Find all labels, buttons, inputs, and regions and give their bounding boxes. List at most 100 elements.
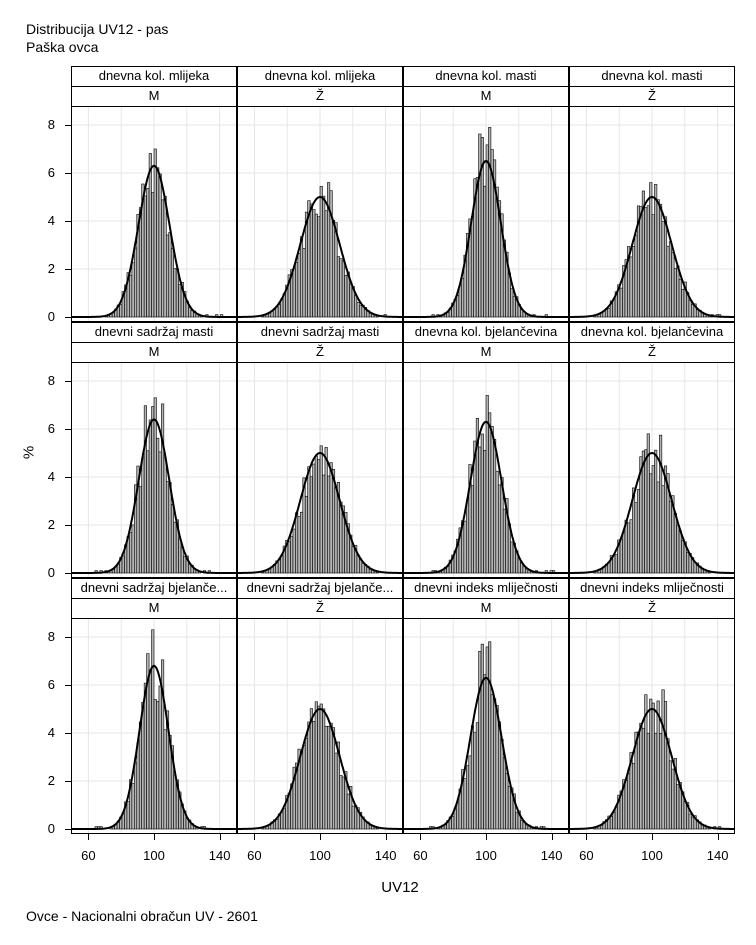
histogram-bar — [344, 275, 348, 318]
normal-density-curve — [570, 451, 734, 574]
histogram-bar — [178, 283, 182, 318]
histogram-bar — [143, 405, 147, 574]
panel-trait-label: dnevni sadržaj bjelanče... — [71, 578, 237, 599]
histogram-bar — [336, 256, 340, 318]
histogram-bar — [304, 738, 308, 830]
histogram-bar — [634, 502, 638, 574]
x-tick-mark — [88, 834, 90, 840]
histogram-bar — [498, 484, 502, 574]
histogram-bar — [671, 252, 675, 318]
histogram-bar — [297, 253, 301, 318]
histogram-bar — [356, 302, 360, 318]
histogram-bar — [295, 512, 299, 574]
histogram-bar — [644, 207, 648, 318]
histogram-panel — [569, 618, 735, 834]
histogram-bar — [461, 277, 465, 318]
histogram-bar — [151, 406, 155, 574]
histogram-bar — [361, 563, 365, 574]
histogram-bar — [480, 433, 484, 574]
histogram-bar — [629, 519, 633, 574]
histogram-bar — [483, 674, 487, 830]
histogram-bar — [649, 473, 653, 574]
y-tick-label: 8 — [47, 629, 55, 644]
histogram-bar — [163, 457, 167, 574]
histogram-svg — [72, 107, 236, 321]
histogram-bar — [656, 481, 660, 574]
histogram-bar — [659, 203, 663, 318]
histogram-bar — [312, 720, 316, 830]
histogram-bar — [324, 447, 328, 574]
histogram-bar — [183, 556, 187, 574]
histogram-svg — [404, 363, 568, 577]
histogram-bar — [510, 541, 514, 574]
panel-sex-label: M — [403, 86, 569, 107]
histogram-bar — [131, 783, 135, 830]
histogram-bar — [612, 812, 616, 830]
normal-density-curve — [72, 164, 236, 318]
histogram-bar — [502, 757, 506, 830]
histogram-bar — [656, 700, 660, 830]
panel-sex-label: M — [71, 598, 237, 619]
panel-trait-label: dnevni indeks mliječnosti — [569, 578, 735, 599]
panel-trait-label: dnevna kol. mlijeka — [237, 66, 403, 87]
panel-trait-label: dnevni indeks mliječnosti — [403, 578, 569, 599]
histogram-bar — [158, 173, 162, 318]
histogram-bar — [488, 412, 492, 574]
histogram-bar — [341, 260, 345, 318]
histogram-bar — [332, 219, 336, 318]
histogram-bar — [480, 643, 484, 830]
histogram-bar — [302, 745, 306, 830]
histogram-bar — [307, 466, 311, 574]
histogram-bar — [129, 274, 133, 318]
histogram-bar — [319, 186, 323, 318]
histogram-bar — [646, 205, 650, 318]
histogram-panel — [237, 106, 403, 322]
histogram-bar — [178, 538, 182, 574]
histogram-bar — [478, 446, 482, 574]
histogram-bar — [143, 682, 147, 830]
histogram-bar — [156, 701, 160, 830]
histogram-bar — [666, 245, 670, 318]
x-tick-label: 140 — [706, 848, 729, 863]
histogram-bar — [659, 732, 663, 830]
histogram-bar — [688, 813, 692, 830]
x-tick-label: 100 — [641, 848, 663, 863]
histogram-bar — [129, 531, 133, 574]
histogram-bar — [148, 669, 152, 830]
histogram-bar — [346, 793, 350, 830]
histogram-bar — [502, 508, 506, 574]
histogram-bar — [473, 731, 477, 830]
histogram-panel — [71, 618, 237, 834]
histogram-bar — [339, 501, 343, 574]
histogram-bar — [339, 258, 343, 318]
y-tick-label: 6 — [47, 165, 55, 180]
panel-sex-label: M — [71, 342, 237, 363]
histogram-bar — [282, 808, 286, 830]
histogram-bar — [681, 289, 685, 318]
histogram-bar — [627, 522, 631, 574]
histogram-bar — [475, 722, 479, 830]
panel-sex-label: Ž — [569, 86, 735, 107]
histogram-bar — [280, 811, 284, 830]
histogram-bar — [314, 701, 318, 830]
histogram-bar — [161, 403, 165, 574]
histogram-bar — [334, 752, 338, 830]
histogram-bar — [143, 195, 147, 318]
histogram-bar — [163, 195, 167, 318]
histogram-bar — [148, 419, 152, 574]
histogram-bar — [629, 256, 633, 318]
y-tick-mark — [65, 685, 71, 686]
histogram-bar — [173, 521, 177, 574]
histogram-bar — [654, 449, 658, 574]
histogram-bar — [493, 698, 497, 830]
histogram-bar — [329, 462, 333, 574]
histogram-bar — [292, 528, 296, 574]
histogram-bar — [277, 304, 281, 318]
histogram-bar — [138, 721, 142, 830]
normal-density-curve — [570, 707, 734, 830]
y-tick-mark — [65, 733, 71, 734]
y-tick-mark — [65, 829, 71, 830]
histogram-bar — [493, 439, 497, 574]
histogram-bar — [161, 199, 165, 318]
histogram-bar — [470, 725, 474, 830]
